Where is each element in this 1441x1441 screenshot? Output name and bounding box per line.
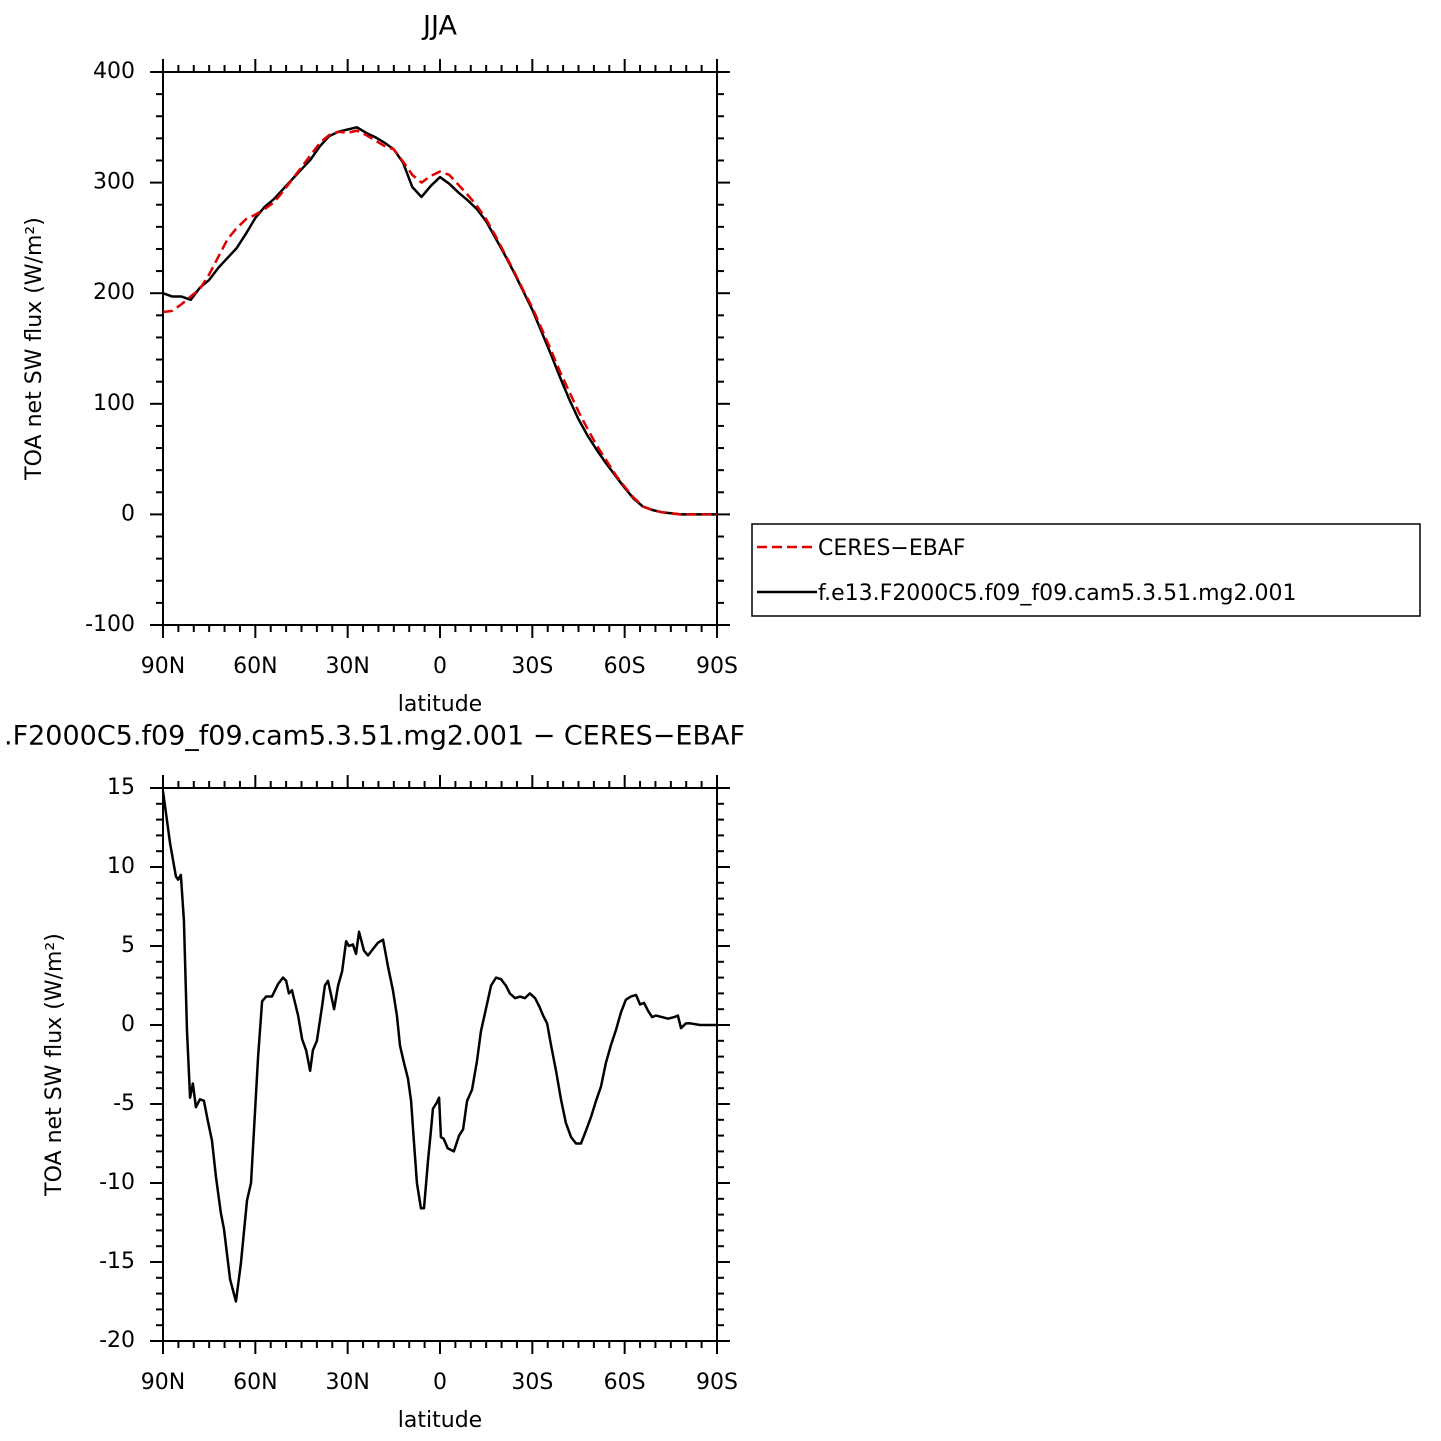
y-axis-label: TOA net SW flux (W/m²) xyxy=(42,933,67,1197)
x-tick-label: 60N xyxy=(233,1370,277,1395)
line-series xyxy=(162,126,717,516)
x-tick-label: 60S xyxy=(604,1370,646,1395)
legend-box xyxy=(751,523,1421,617)
legend: CERES−EBAF f.e13.F2000C5.f09_f09.cam5.3.5… xyxy=(751,523,1421,617)
x-tick-label: 90N xyxy=(141,654,185,679)
y-tick-label: 10 xyxy=(107,854,135,879)
x-tick-label: 30N xyxy=(325,654,369,679)
x-tick-label: 30N xyxy=(325,1370,369,1395)
x-axis-label: latitude xyxy=(398,1408,482,1433)
x-tick-label: 90N xyxy=(141,1370,185,1395)
y-tick-label: 100 xyxy=(93,391,135,416)
x-tick-label: 90S xyxy=(696,654,738,679)
x-tick-label: 90S xyxy=(696,1370,738,1395)
y-axis-label: TOA net SW flux (W/m²) xyxy=(22,217,47,481)
y-tick-label: 0 xyxy=(121,501,135,526)
y-tick-label: -100 xyxy=(85,612,135,637)
plot-frame xyxy=(162,71,718,626)
y-tick-label: 15 xyxy=(107,775,135,800)
y-tick-label: 200 xyxy=(93,280,135,305)
legend-label: CERES−EBAF xyxy=(818,536,966,561)
line-series xyxy=(162,129,717,516)
plot-frame xyxy=(162,787,718,1342)
y-tick-label: -5 xyxy=(113,1091,135,1116)
y-tick-label: 300 xyxy=(93,170,135,195)
chart-title: .F2000C5.f09_f09.cam5.3.51.mg2.001 − CER… xyxy=(4,721,745,752)
y-tick-label: 0 xyxy=(121,1012,135,1037)
chart-title: JJA xyxy=(421,11,457,42)
legend-label: f.e13.F2000C5.f09_f09.cam5.3.51.mg2.001 xyxy=(818,581,1296,606)
x-tick-label: 30S xyxy=(511,654,553,679)
x-tick-label: 0 xyxy=(433,1370,447,1395)
x-tick-label: 0 xyxy=(433,654,447,679)
y-tick-label: -20 xyxy=(99,1328,135,1353)
x-tick-label: 60S xyxy=(604,654,646,679)
x-axis-label: latitude xyxy=(398,692,482,717)
y-tick-label: -15 xyxy=(99,1249,135,1274)
y-tick-label: 5 xyxy=(121,933,135,958)
line-series xyxy=(161,790,717,1303)
x-tick-label: 60N xyxy=(233,654,277,679)
y-tick-label: -10 xyxy=(99,1170,135,1195)
x-tick-label: 30S xyxy=(511,1370,553,1395)
y-tick-label: 400 xyxy=(93,59,135,84)
